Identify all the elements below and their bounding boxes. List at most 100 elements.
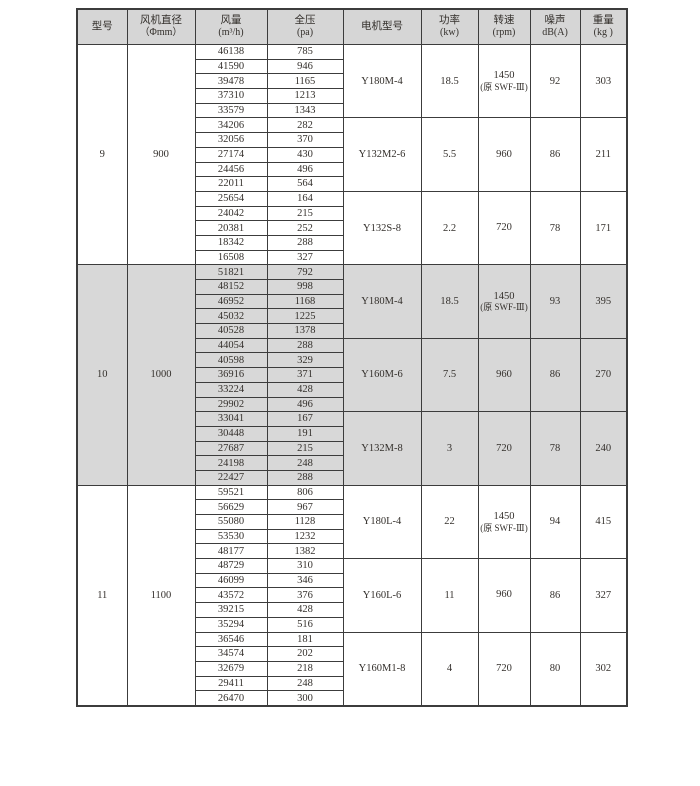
table-row: 36916 371 bbox=[77, 367, 627, 383]
col-header-line1: 型号 bbox=[91, 21, 113, 33]
col-header-flow: 风量 (m³/h) bbox=[194, 8, 268, 45]
pressure-cell: 288 bbox=[266, 469, 344, 486]
table-row: 27687 215 bbox=[77, 440, 627, 457]
flow-cell: 48152 bbox=[194, 279, 268, 295]
speed-note: (原 SWF-Ⅲ) bbox=[480, 82, 528, 93]
flow-cell: 51821 bbox=[194, 264, 268, 280]
pressure-cell: 785 bbox=[266, 44, 344, 60]
noise-cell: 86 bbox=[529, 117, 581, 192]
flow-cell: 55080 bbox=[194, 514, 268, 530]
table-row: 32679 218 bbox=[77, 660, 627, 677]
pressure-cell: 329 bbox=[266, 352, 344, 369]
speed-cell: 720 bbox=[477, 411, 531, 486]
pressure-cell: 1165 bbox=[266, 73, 344, 90]
model-cell: 9 bbox=[76, 43, 128, 266]
speed-value: 1450 bbox=[493, 511, 515, 523]
flow-cell: 56629 bbox=[194, 499, 268, 515]
power-cell: 18.5 bbox=[420, 264, 479, 339]
table-row: 29411 248 bbox=[77, 675, 627, 692]
table-row: 24042 215 bbox=[77, 205, 627, 222]
motor-cell: Y160M1-8 bbox=[342, 631, 422, 707]
model-cell: 11 bbox=[76, 484, 128, 707]
motor-cell: Y180L-4 bbox=[342, 484, 422, 560]
col-header-noise: 噪声 dB(A) bbox=[529, 8, 581, 45]
flow-cell: 59521 bbox=[194, 484, 268, 501]
table-header: 型号 风机直径 （Φmm） 风量 (m³/h) 全压 (pa) 电机型号 功率 (kw) 转速 (rp… bbox=[76, 8, 628, 45]
flow-cell: 29411 bbox=[194, 675, 268, 692]
motor-cell: Y180M-4 bbox=[342, 264, 422, 339]
flow-cell: 24456 bbox=[194, 161, 268, 178]
table-row: 40528 1378 bbox=[77, 323, 627, 339]
table-row: 48729 310 Y160L-6 11 960 86 327 bbox=[77, 558, 628, 633]
table-row: 43572 376 bbox=[77, 587, 627, 604]
table-row: 9 900 46138 785 Y180M-4 18.5 1450 (原 SWF-Ⅲ) 92 30… bbox=[76, 43, 628, 266]
col-header-line2: dB(A) bbox=[542, 27, 568, 39]
motor-cell: Y132S-8 bbox=[342, 190, 422, 266]
weight-cell: 211 bbox=[579, 117, 628, 192]
flow-cell: 48729 bbox=[194, 558, 268, 574]
flow-cell: 46138 bbox=[194, 44, 268, 60]
power-cell: 18.5 bbox=[420, 43, 479, 119]
pressure-cell: 288 bbox=[266, 234, 344, 251]
speed-value: 720 bbox=[496, 222, 512, 234]
pressure-cell: 430 bbox=[266, 146, 344, 163]
table-row: 11 1100 59521 806 Y180L-4 22 1450 (原 SWF-Ⅲ) 94 41… bbox=[76, 484, 628, 707]
flow-cell: 39478 bbox=[194, 73, 268, 90]
noise-cell: 92 bbox=[529, 43, 581, 119]
weight-cell: 302 bbox=[579, 631, 628, 707]
flow-cell: 39215 bbox=[194, 602, 268, 618]
flow-cell: 48177 bbox=[194, 543, 268, 560]
flow-cell: 33041 bbox=[194, 411, 268, 427]
col-header-pressure: 全压 (pa) bbox=[266, 8, 344, 45]
flow-cell: 16508 bbox=[194, 249, 268, 266]
pressure-cell: 191 bbox=[266, 425, 344, 442]
weight-cell: 171 bbox=[579, 190, 628, 266]
pressure-cell: 371 bbox=[266, 367, 344, 383]
power-cell: 5.5 bbox=[420, 117, 479, 192]
pressure-cell: 288 bbox=[266, 337, 344, 354]
pressure-cell: 496 bbox=[266, 161, 344, 178]
flow-cell: 32679 bbox=[194, 660, 268, 677]
col-header-line2: (m³/h) bbox=[218, 27, 244, 39]
table-row: 40598 329 bbox=[77, 352, 627, 369]
pressure-cell: 215 bbox=[266, 205, 344, 222]
speed-value: 960 bbox=[496, 589, 512, 601]
table-row: 33224 428 bbox=[77, 381, 627, 398]
speed-cell: 1450 (原 SWF-Ⅲ) bbox=[477, 43, 531, 119]
flow-cell: 46099 bbox=[194, 572, 268, 589]
pressure-cell: 792 bbox=[266, 264, 344, 280]
pressure-cell: 1343 bbox=[266, 102, 344, 119]
weight-cell: 270 bbox=[579, 337, 628, 413]
flow-cell: 27174 bbox=[194, 146, 268, 163]
speed-value: 960 bbox=[496, 369, 512, 381]
pressure-cell: 370 bbox=[266, 132, 344, 148]
speed-value: 720 bbox=[496, 662, 512, 674]
table-row: 29902 496 bbox=[77, 396, 627, 413]
fan-spec-table: 型号 风机直径 （Φmm） 风量 (m³/h) 全压 (pa) 电机型号 功率 (kw) 转速 (rp… bbox=[76, 8, 628, 707]
speed-cell: 960 bbox=[477, 117, 531, 192]
pressure-cell: 564 bbox=[266, 176, 344, 192]
flow-cell: 43572 bbox=[194, 587, 268, 604]
col-header-line1: 噪声 bbox=[544, 15, 566, 27]
pressure-cell: 248 bbox=[266, 675, 344, 692]
pressure-cell: 1213 bbox=[266, 88, 344, 104]
speed-cell: 960 bbox=[477, 558, 531, 633]
col-header-model: 型号 bbox=[76, 8, 128, 45]
noise-cell: 80 bbox=[529, 631, 581, 707]
col-header-weight: 重量 (kg ) bbox=[579, 8, 628, 45]
power-cell: 11 bbox=[420, 558, 479, 633]
table-row: 30448 191 bbox=[77, 425, 627, 442]
flow-cell: 32056 bbox=[194, 132, 268, 148]
table-row: 56629 967 bbox=[77, 499, 627, 515]
col-header-speed: 转速 (rpm) bbox=[477, 8, 531, 45]
speed-cell: 1450 (原 SWF-Ⅲ) bbox=[477, 264, 531, 339]
col-header-line1: 电机型号 bbox=[361, 21, 403, 33]
col-header-line1: 全压 bbox=[294, 15, 316, 27]
pressure-cell: 428 bbox=[266, 602, 344, 618]
table-row: 24456 496 bbox=[77, 161, 627, 178]
table-row: 34206 282 Y132M2-6 5.5 960 86 211 bbox=[77, 117, 628, 192]
speed-value: 1450 bbox=[493, 290, 515, 302]
table-row: 20381 252 bbox=[77, 220, 627, 236]
flow-cell: 37310 bbox=[194, 88, 268, 104]
col-header-line2: (pa) bbox=[296, 27, 314, 39]
